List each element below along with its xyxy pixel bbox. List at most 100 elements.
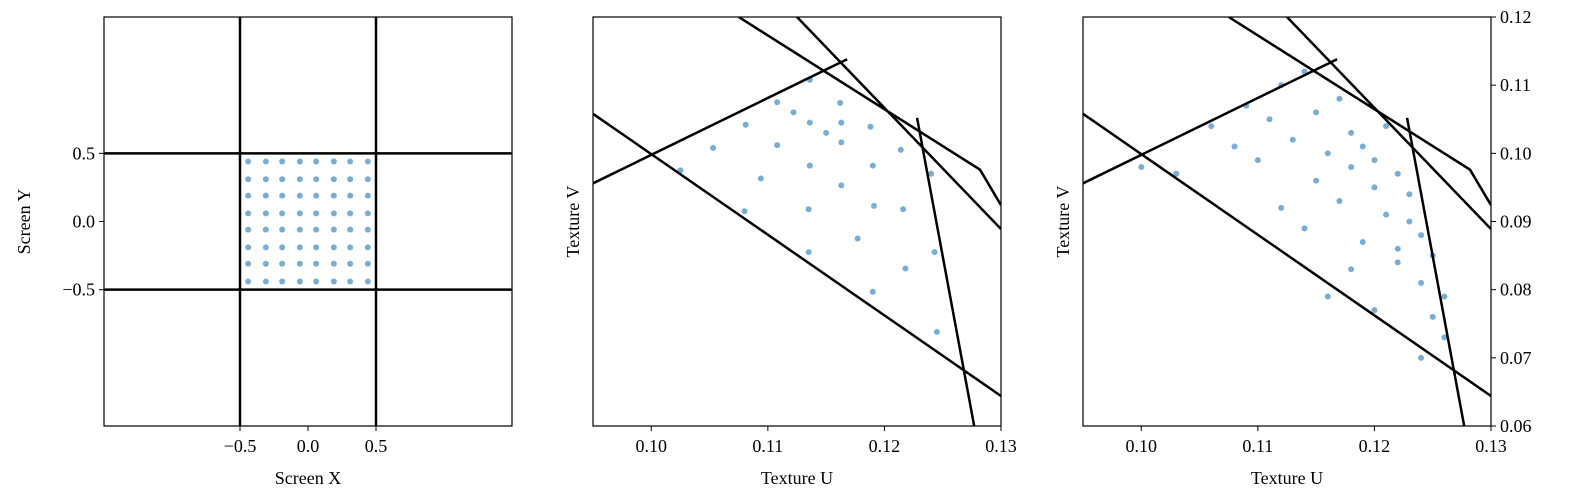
point xyxy=(1336,95,1343,102)
point xyxy=(245,260,252,267)
point xyxy=(313,210,320,217)
axes-frame xyxy=(1082,16,1492,427)
point xyxy=(1348,163,1355,170)
point xyxy=(279,226,286,233)
point xyxy=(869,288,876,295)
point xyxy=(931,249,938,256)
point xyxy=(262,278,269,285)
x-tick-label: 0.12 xyxy=(1359,436,1391,456)
point xyxy=(1231,143,1238,150)
y-tick-label: 0.08 xyxy=(1500,280,1532,300)
x-axis-label: Texture U xyxy=(1251,468,1323,488)
x-axis-label: Texture U xyxy=(761,468,833,488)
point xyxy=(774,142,781,149)
point xyxy=(262,226,269,233)
line xyxy=(104,17,512,426)
point xyxy=(1394,245,1401,252)
point xyxy=(806,119,813,126)
point xyxy=(1406,191,1413,198)
point xyxy=(330,260,337,267)
point xyxy=(262,244,269,251)
point xyxy=(262,192,269,199)
x-tick-label: 0.0 xyxy=(297,436,320,456)
plot-area xyxy=(104,17,512,426)
point xyxy=(741,208,748,215)
point xyxy=(296,226,303,233)
point xyxy=(900,206,907,213)
point xyxy=(1208,123,1215,130)
point xyxy=(897,146,904,153)
point xyxy=(245,278,252,285)
point xyxy=(296,278,303,285)
axes-frame xyxy=(103,16,513,427)
point xyxy=(262,176,269,183)
point xyxy=(1429,313,1436,320)
panel: 0.10 0.11 0.12 0.130.06 0.07 0.08 0.09 0.10 0.11… xyxy=(1053,7,1532,488)
point xyxy=(869,162,876,169)
point xyxy=(364,244,371,251)
point xyxy=(245,158,252,165)
point xyxy=(1254,157,1261,164)
point xyxy=(279,158,286,165)
point xyxy=(279,278,286,285)
point xyxy=(928,170,935,177)
point xyxy=(364,210,371,217)
point xyxy=(1348,129,1355,136)
point xyxy=(245,244,252,251)
point xyxy=(245,192,252,199)
x-tick-label: 0.13 xyxy=(1475,436,1507,456)
point xyxy=(347,210,354,217)
y-tick-label: −0.5 xyxy=(62,280,95,300)
point xyxy=(1301,225,1308,232)
y-tick-label: 0.11 xyxy=(1500,75,1531,95)
point xyxy=(1371,184,1378,191)
x-tick-label: 0.5 xyxy=(365,436,388,456)
point xyxy=(279,244,286,251)
point xyxy=(805,249,812,256)
point xyxy=(313,244,320,251)
point xyxy=(262,158,269,165)
point xyxy=(245,210,252,217)
point xyxy=(1313,177,1320,184)
x-tick-label: −0.5 xyxy=(224,436,257,456)
point xyxy=(838,182,845,189)
x-tick-label: 0.11 xyxy=(752,436,783,456)
point xyxy=(1371,307,1378,314)
point xyxy=(710,144,717,151)
point xyxy=(1278,204,1285,211)
point xyxy=(1441,334,1448,341)
x-tick-label: 0.12 xyxy=(869,436,901,456)
point xyxy=(330,210,337,217)
point xyxy=(245,226,252,233)
plot-area xyxy=(593,17,1001,426)
point xyxy=(806,162,813,169)
point xyxy=(1441,293,1448,300)
point xyxy=(262,210,269,217)
point xyxy=(902,265,909,272)
line xyxy=(1083,17,1491,426)
point xyxy=(347,226,354,233)
point xyxy=(1418,354,1425,361)
x-tick-label: 0.11 xyxy=(1242,436,1273,456)
point xyxy=(364,192,371,199)
point xyxy=(347,244,354,251)
y-tick-label: 0.07 xyxy=(1500,348,1532,368)
point xyxy=(1371,157,1378,164)
point xyxy=(837,99,844,106)
point xyxy=(1418,279,1425,286)
point xyxy=(1383,123,1390,130)
point xyxy=(1313,109,1320,116)
point xyxy=(364,226,371,233)
point xyxy=(870,202,877,209)
point xyxy=(1394,259,1401,266)
point xyxy=(347,176,354,183)
point xyxy=(1324,150,1331,157)
point xyxy=(1138,163,1145,170)
point xyxy=(296,210,303,217)
y-tick-label: 0.09 xyxy=(1500,212,1532,232)
point xyxy=(1383,211,1390,218)
point xyxy=(330,244,337,251)
y-tick-label: 0.5 xyxy=(73,143,96,163)
y-tick-label: 0.0 xyxy=(73,212,96,232)
